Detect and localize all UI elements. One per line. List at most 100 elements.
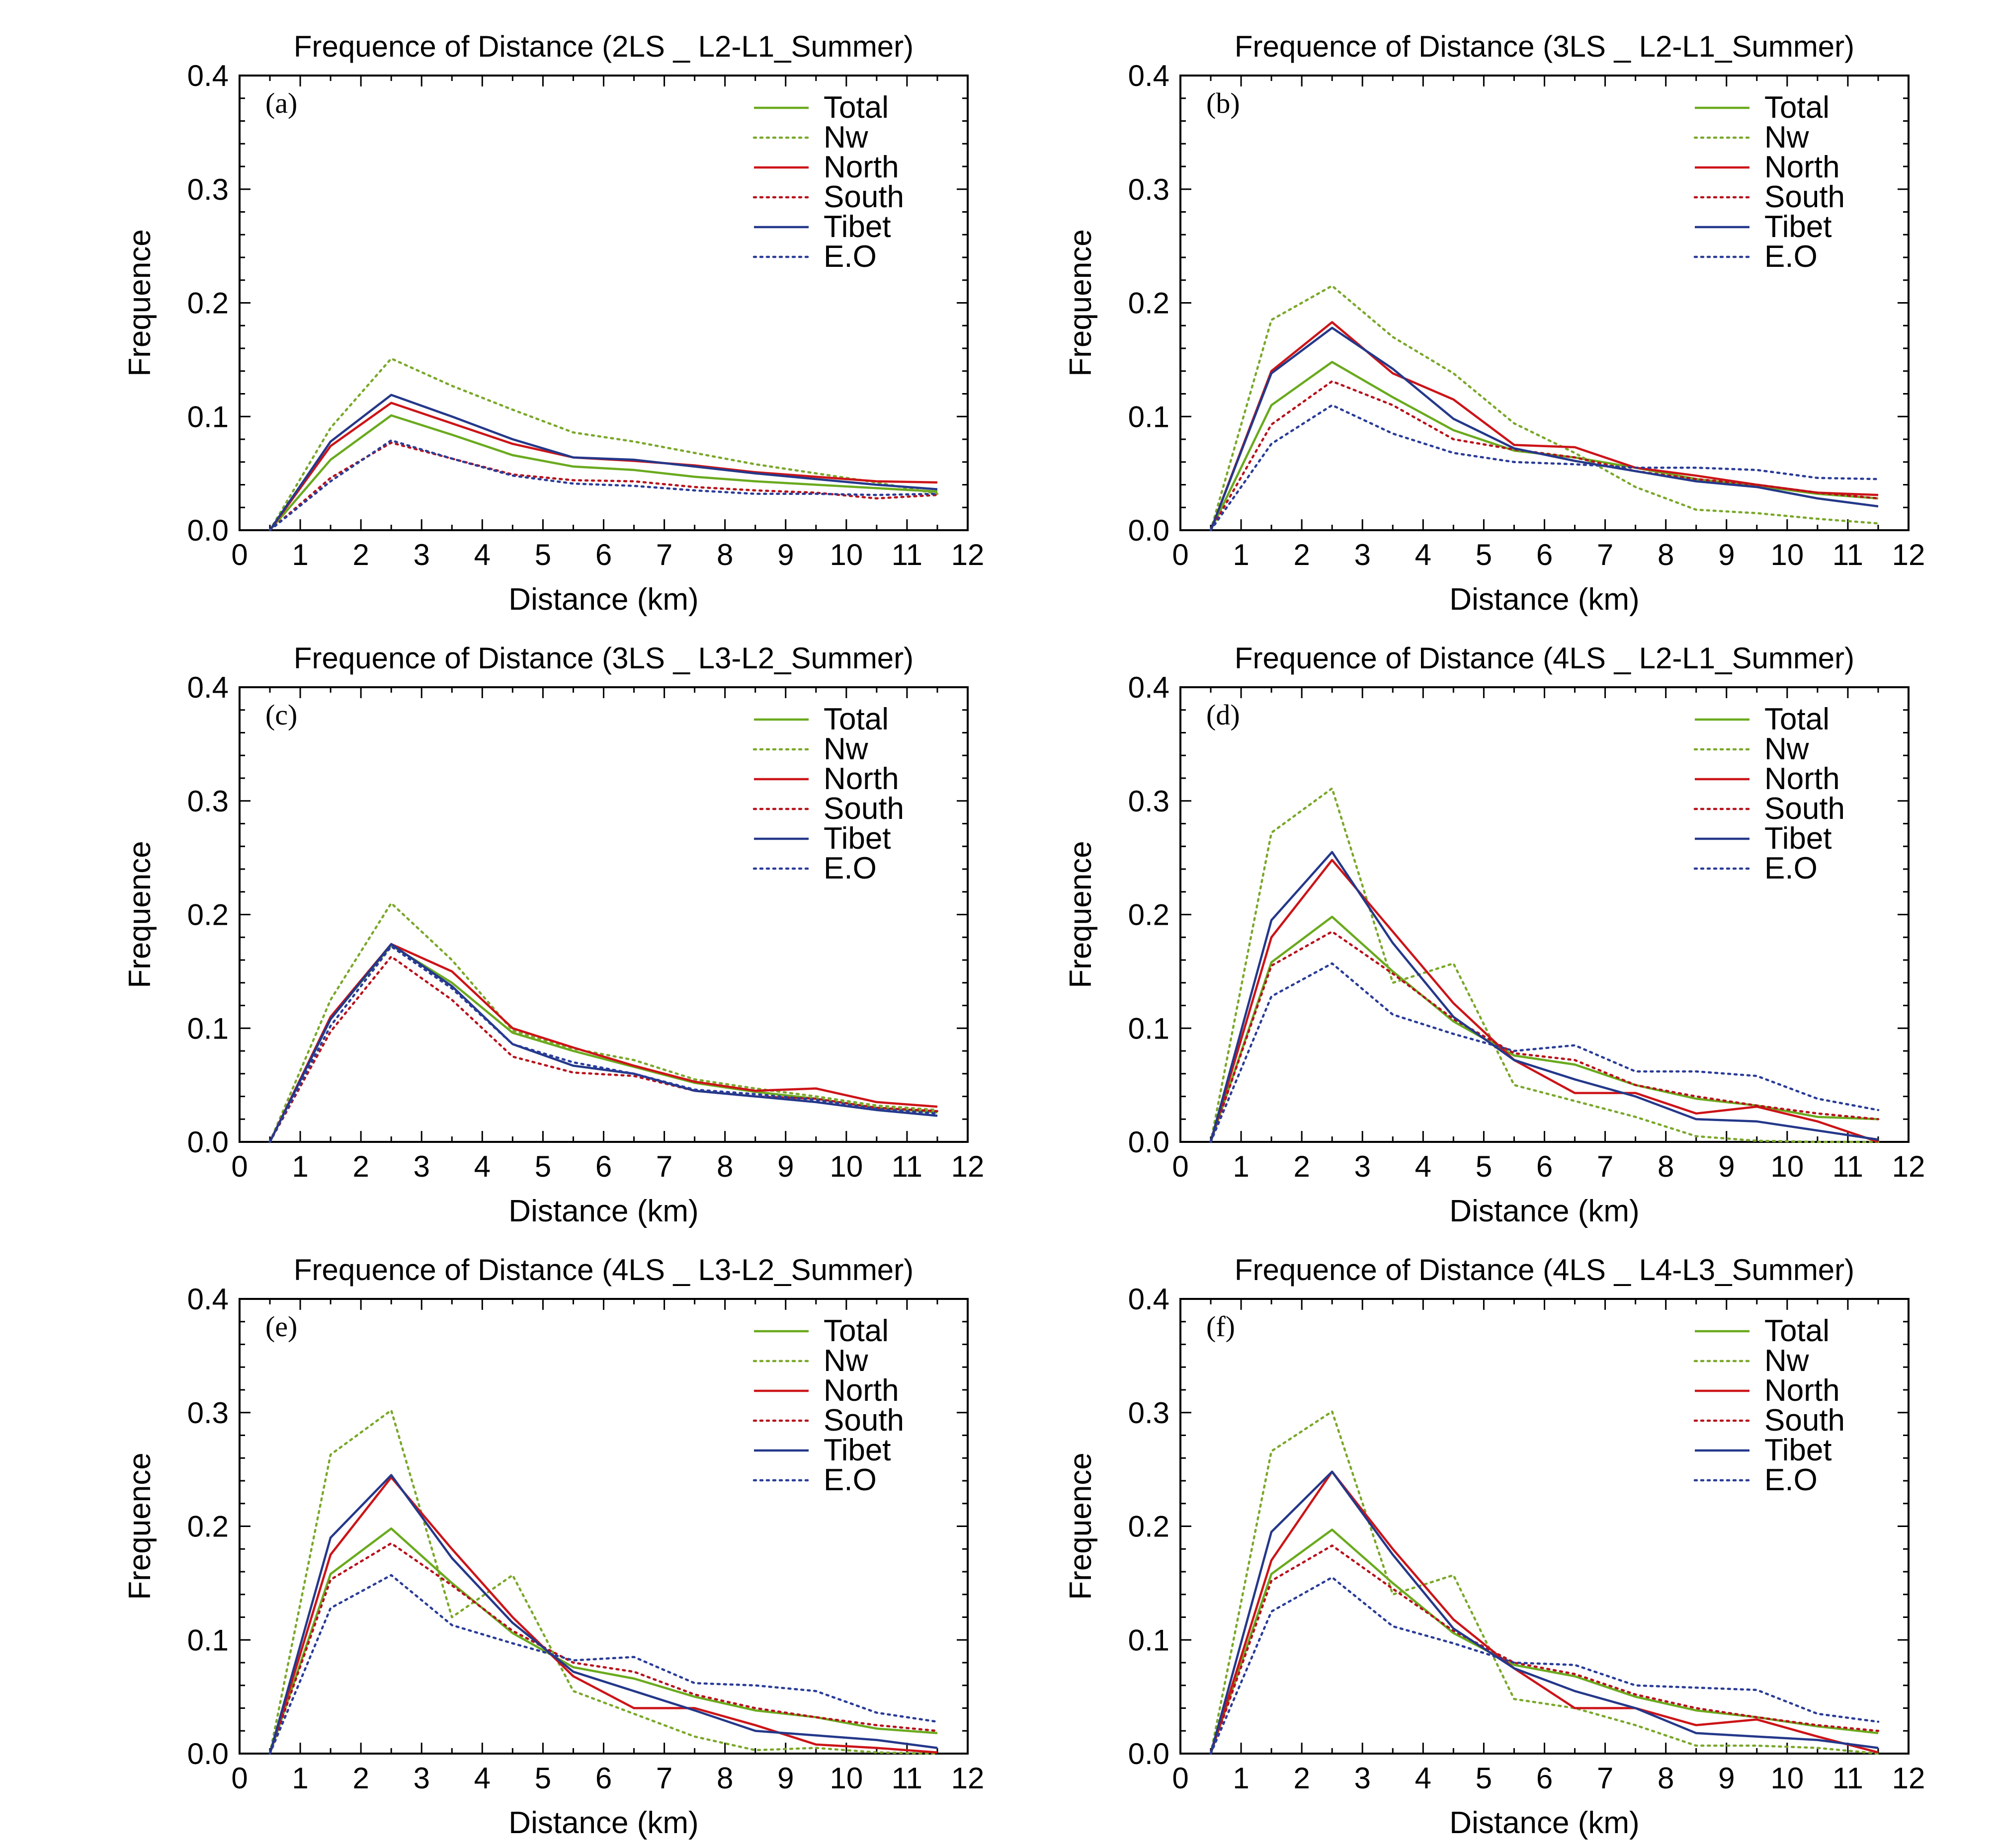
y-tick-label: 0.4 (1128, 59, 1169, 92)
legend-label: Nw (824, 120, 868, 155)
x-tick-label: 9 (777, 1762, 794, 1795)
x-tick-label: 5 (1476, 1150, 1492, 1183)
chart-panel-1: Frequence of Distance (3LS _ L2-L1_Summe… (1064, 30, 1925, 617)
y-tick-label: 0.3 (1128, 785, 1169, 818)
x-tick-label: 8 (1658, 1150, 1674, 1183)
legend-label: Tibet (1764, 1433, 1832, 1467)
x-tick-label: 5 (535, 1150, 551, 1183)
x-axis-label: Distance (km) (508, 1806, 698, 1840)
series-line-nw (1209, 787, 1880, 1143)
chart-panel-2: Frequence of Distance (3LS _ L3-L2_Summe… (123, 642, 984, 1228)
x-tick-label: 7 (1597, 538, 1613, 571)
legend-label: North (824, 1373, 899, 1408)
legend-label: Total (824, 702, 889, 736)
series-line-nw (1209, 284, 1880, 532)
x-tick-label: 8 (717, 1150, 733, 1183)
series-line-south (268, 1542, 939, 1755)
x-axis-label: Distance (km) (1449, 582, 1639, 617)
chart-title: Frequence of Distance (4LS _ L2-L1_Summe… (1235, 642, 1854, 675)
legend-label: Total (824, 90, 889, 125)
y-tick-label: 0.2 (187, 287, 229, 320)
legend-label: North (1764, 762, 1840, 796)
legend-label: South (1764, 1403, 1845, 1438)
series-line-e-o (268, 1574, 939, 1755)
y-tick-label: 0.3 (187, 173, 229, 206)
x-tick-label: 12 (1892, 538, 1925, 571)
y-axis-label: Frequence (1064, 1452, 1098, 1600)
x-tick-label: 10 (830, 538, 863, 571)
x-tick-label: 0 (1172, 538, 1188, 571)
legend-label: North (824, 762, 899, 796)
series-line-north (268, 1476, 938, 1754)
x-tick-label: 8 (717, 1762, 733, 1795)
y-tick-label: 0.2 (1128, 1510, 1169, 1543)
y-tick-label: 0.2 (1128, 287, 1169, 320)
chart-panel-5: Frequence of Distance (4LS _ L4-L3_Summe… (1064, 1253, 1925, 1840)
y-tick-label: 0.1 (187, 1012, 229, 1045)
series-line-total (1209, 915, 1879, 1142)
series-line-tibet (1209, 851, 1879, 1142)
legend-label: South (824, 792, 904, 826)
legend-label: E.O (824, 1463, 877, 1497)
legend-label: Nw (1764, 120, 1809, 155)
panel-label: (a) (265, 87, 297, 119)
x-tick-label: 6 (1536, 1762, 1553, 1795)
x-tick-label: 9 (777, 1150, 794, 1183)
x-tick-label: 6 (1536, 538, 1553, 571)
legend-label: E.O (1764, 851, 1818, 885)
legend-label: Tibet (824, 821, 891, 856)
x-tick-label: 7 (656, 1762, 672, 1795)
x-tick-label: 6 (595, 538, 612, 571)
x-tick-label: 8 (717, 538, 733, 571)
legend-label: North (1764, 1373, 1840, 1408)
x-tick-label: 12 (951, 1150, 985, 1183)
x-tick-label: 5 (535, 538, 551, 571)
x-tick-label: 11 (892, 1762, 922, 1795)
legend-label: Nw (1764, 1344, 1809, 1378)
series-line-nw (268, 357, 939, 532)
x-tick-label: 4 (474, 538, 491, 571)
x-tick-label: 3 (414, 538, 430, 571)
x-tick-label: 10 (830, 1150, 863, 1183)
series-line-north (1209, 321, 1879, 531)
series-line-e-o (1209, 1576, 1880, 1755)
x-tick-label: 0 (231, 1150, 248, 1183)
y-tick-label: 0.4 (1128, 671, 1169, 704)
panel-label: (c) (265, 699, 297, 731)
x-axis-label: Distance (km) (1449, 1806, 1639, 1840)
x-tick-label: 6 (595, 1150, 612, 1183)
x-tick-label: 12 (951, 538, 985, 571)
y-tick-label: 0.0 (187, 514, 229, 547)
x-tick-label: 10 (1770, 538, 1804, 571)
chart-title: Frequence of Distance (2LS _ L2-L1_Summe… (294, 30, 914, 63)
chart-title: Frequence of Distance (4LS _ L3-L2_Summe… (294, 1253, 914, 1286)
legend-label: E.O (824, 851, 877, 885)
legend-label: E.O (1764, 1463, 1818, 1497)
x-tick-label: 2 (1293, 538, 1310, 571)
panel-label: (f) (1206, 1310, 1235, 1343)
x-tick-label: 3 (1354, 538, 1371, 571)
series-line-north (1209, 1470, 1879, 1754)
x-tick-label: 3 (1354, 1150, 1371, 1183)
x-tick-label: 6 (1536, 1150, 1553, 1183)
x-tick-label: 3 (414, 1762, 430, 1795)
legend-label: Tibet (1764, 821, 1832, 856)
x-tick-label: 1 (1233, 1150, 1249, 1183)
x-tick-label: 11 (1832, 1150, 1863, 1183)
y-tick-label: 0.4 (187, 671, 229, 704)
legend-label: Total (1764, 1314, 1830, 1348)
series-line-e-o (1209, 404, 1880, 532)
x-tick-label: 4 (1415, 1762, 1431, 1795)
chart-panel-3: Frequence of Distance (4LS _ L2-L1_Summe… (1064, 642, 1925, 1228)
x-tick-label: 12 (951, 1762, 985, 1795)
y-tick-label: 0.0 (1128, 1125, 1169, 1159)
x-tick-label: 7 (656, 1150, 672, 1183)
series-line-south (268, 955, 939, 1143)
x-tick-label: 11 (892, 1150, 922, 1183)
x-axis-label: Distance (km) (1449, 1194, 1639, 1228)
x-tick-label: 1 (292, 538, 308, 571)
x-tick-label: 5 (1476, 538, 1492, 571)
y-axis-label: Frequence (123, 1452, 157, 1600)
series-line-tibet (268, 1474, 938, 1754)
